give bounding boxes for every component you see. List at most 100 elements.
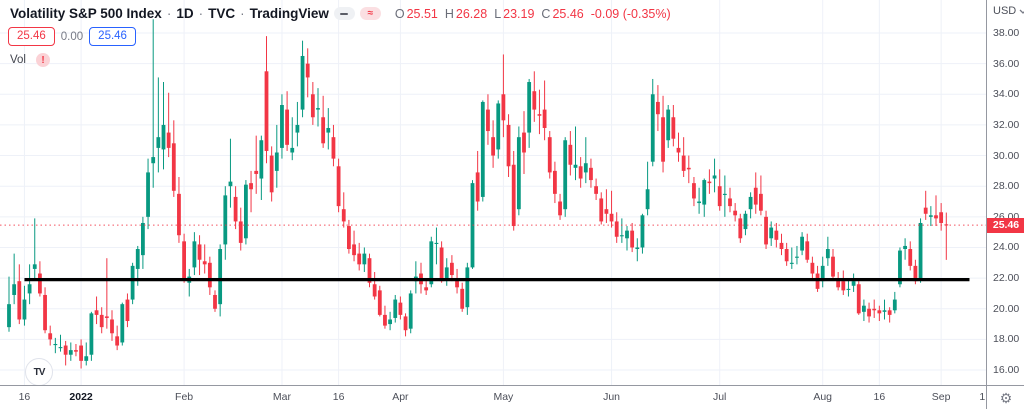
candle[interactable]	[233, 196, 238, 222]
candle[interactable]	[408, 293, 413, 329]
candle[interactable]	[388, 319, 392, 325]
price-box-red[interactable]: 25.46	[8, 27, 55, 46]
candle[interactable]	[692, 183, 696, 199]
candle[interactable]	[609, 213, 614, 222]
candle[interactable]	[908, 249, 913, 266]
candle[interactable]	[177, 193, 181, 236]
time-axis[interactable]: 16 2022 Feb Mar 16 Apr May Jun Jul Aug 16 Sep 1	[0, 385, 986, 409]
candle[interactable]	[825, 249, 830, 259]
candle[interactable]	[290, 147, 295, 153]
candle[interactable]	[898, 250, 902, 285]
candle[interactable]	[578, 166, 583, 179]
candle[interactable]	[202, 261, 207, 265]
candle[interactable]	[568, 144, 573, 165]
candle[interactable]	[12, 284, 17, 295]
candle[interactable]	[795, 256, 799, 258]
price-axis[interactable]: USD 38.0036.0034.0032.0030.0028.0026.002…	[986, 0, 1024, 385]
candle[interactable]	[836, 278, 841, 288]
candle[interactable]	[367, 258, 372, 283]
candle[interactable]	[903, 245, 907, 250]
price-box-blue[interactable]: 25.46	[89, 27, 136, 46]
currency-selector[interactable]: USD	[993, 5, 1024, 17]
candle[interactable]	[800, 236, 804, 251]
candle[interactable]	[161, 124, 166, 150]
candle[interactable]	[774, 230, 779, 240]
candle[interactable]	[656, 101, 660, 115]
candle[interactable]	[784, 249, 789, 262]
candle[interactable]	[630, 230, 635, 248]
legend-minimize-icon[interactable]	[333, 7, 355, 20]
candle[interactable]	[336, 166, 341, 207]
volume-label[interactable]: Vol	[10, 54, 26, 66]
candle[interactable]	[99, 314, 104, 328]
candle[interactable]	[331, 137, 336, 159]
candle[interactable]	[661, 117, 665, 162]
candle[interactable]	[913, 265, 918, 282]
candle[interactable]	[939, 212, 944, 223]
candle[interactable]	[444, 267, 449, 280]
candle[interactable]	[377, 290, 382, 315]
candle[interactable]	[326, 127, 331, 133]
candle[interactable]	[300, 55, 305, 110]
candle[interactable]	[207, 262, 212, 288]
candle[interactable]	[439, 247, 444, 282]
candle[interactable]	[7, 304, 11, 328]
candle[interactable]	[728, 198, 732, 207]
candle[interactable]	[671, 117, 676, 139]
candle[interactable]	[846, 288, 851, 290]
candle[interactable]	[125, 299, 130, 322]
candle[interactable]	[892, 299, 897, 311]
candle[interactable]	[94, 310, 99, 315]
candle[interactable]	[398, 302, 403, 315]
candle[interactable]	[722, 193, 727, 195]
candle[interactable]	[347, 226, 351, 250]
candle[interactable]	[594, 186, 598, 194]
candle[interactable]	[89, 313, 94, 355]
candle[interactable]	[553, 170, 557, 194]
candle[interactable]	[558, 201, 562, 216]
symbol-title[interactable]: Volatility S&P 500 Index	[10, 6, 162, 21]
candle[interactable]	[383, 314, 387, 326]
candle[interactable]	[316, 108, 320, 110]
candle[interactable]	[604, 209, 609, 214]
candle[interactable]	[218, 249, 223, 305]
candle[interactable]	[244, 184, 248, 239]
candle[interactable]	[516, 137, 521, 210]
candle[interactable]	[249, 183, 253, 190]
chart-area[interactable]	[0, 0, 986, 385]
candle[interactable]	[305, 63, 310, 78]
candle[interactable]	[867, 308, 871, 317]
candle[interactable]	[697, 201, 701, 204]
candle[interactable]	[743, 213, 748, 230]
candle[interactable]	[712, 175, 717, 179]
candle[interactable]	[465, 267, 470, 308]
candle[interactable]	[63, 345, 68, 355]
candle[interactable]	[619, 235, 624, 237]
candle[interactable]	[17, 281, 22, 320]
candle[interactable]	[491, 137, 495, 156]
candle[interactable]	[403, 316, 408, 331]
candle[interactable]	[434, 242, 439, 244]
candle[interactable]	[223, 195, 228, 245]
candle[interactable]	[310, 94, 315, 118]
candle[interactable]	[424, 287, 429, 291]
candle[interactable]	[393, 299, 398, 318]
candle[interactable]	[805, 241, 810, 260]
candle[interactable]	[429, 241, 434, 285]
provider-label[interactable]: TradingView	[249, 6, 329, 21]
candle[interactable]	[841, 281, 846, 291]
candle[interactable]	[166, 132, 171, 148]
candle[interactable]	[753, 187, 758, 205]
candle[interactable]	[280, 105, 284, 148]
candle[interactable]	[22, 299, 27, 320]
candle[interactable]	[213, 294, 217, 309]
candle[interactable]	[862, 305, 866, 312]
candle[interactable]	[707, 181, 712, 184]
candle[interactable]	[614, 221, 619, 237]
candle[interactable]	[764, 216, 768, 245]
candle[interactable]	[923, 207, 928, 214]
candle[interactable]	[810, 262, 815, 274]
candle[interactable]	[264, 71, 269, 151]
candle[interactable]	[589, 167, 593, 181]
candle[interactable]	[887, 310, 892, 315]
